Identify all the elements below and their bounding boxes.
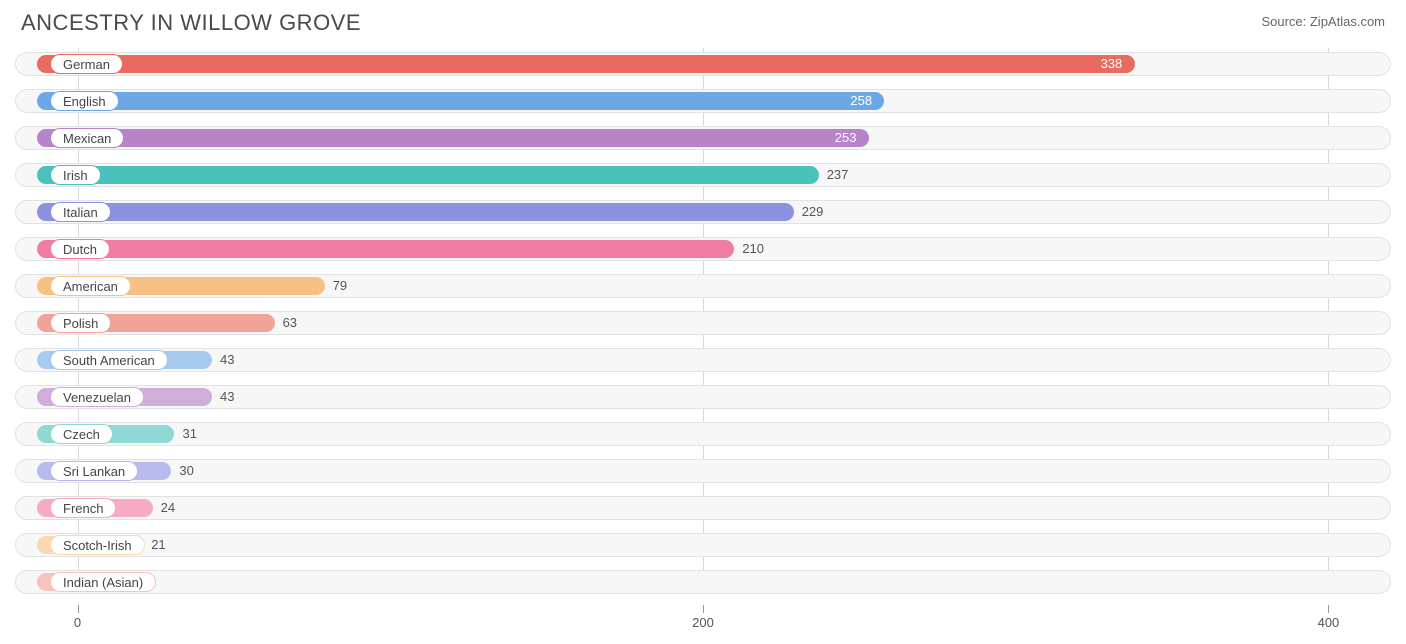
bar-label: Scotch-Irish xyxy=(50,535,145,555)
bar-value: 63 xyxy=(283,313,297,333)
bar-value: 31 xyxy=(182,424,196,444)
bar-track xyxy=(15,570,1391,594)
bar-value: 253 xyxy=(835,128,857,148)
bar-row: Czech 31 xyxy=(15,418,1391,450)
bar-label: American xyxy=(50,276,131,296)
bar-track xyxy=(15,422,1391,446)
x-tick xyxy=(78,605,79,613)
bar-fill xyxy=(37,203,794,221)
bar-value: 338 xyxy=(1101,54,1123,74)
bar-track xyxy=(15,533,1391,557)
bar-value: 210 xyxy=(742,239,764,259)
bar-row: Italian 229 xyxy=(15,196,1391,228)
x-tick-label: 0 xyxy=(74,615,81,630)
bar-fill xyxy=(37,166,819,184)
bar-label: English xyxy=(50,91,119,111)
chart-header: ANCESTRY IN WILLOW GROVE Source: ZipAtla… xyxy=(15,10,1391,36)
bar-track xyxy=(15,496,1391,520)
bar-fill xyxy=(37,92,884,110)
bar-value: 258 xyxy=(850,91,872,111)
bar-row: Irish 237 xyxy=(15,159,1391,191)
bar-value: 21 xyxy=(151,535,165,555)
bar-row: Dutch 210 xyxy=(15,233,1391,265)
bar-value: 237 xyxy=(827,165,849,185)
bar-value: 43 xyxy=(220,350,234,370)
x-axis: 0 200 400 xyxy=(15,605,1391,635)
ancestry-bar-chart: ANCESTRY IN WILLOW GROVE Source: ZipAtla… xyxy=(0,0,1406,644)
bar-label: German xyxy=(50,54,123,74)
bar-label: Polish xyxy=(50,313,111,333)
bar-value: 79 xyxy=(333,276,347,296)
bar-label: Dutch xyxy=(50,239,110,259)
bar-label: Italian xyxy=(50,202,111,222)
bar-row: South American 43 xyxy=(15,344,1391,376)
bar-row: French 24 xyxy=(15,492,1391,524)
x-tick-label: 400 xyxy=(1318,615,1340,630)
chart-title: ANCESTRY IN WILLOW GROVE xyxy=(21,10,361,36)
bar-label: French xyxy=(50,498,116,518)
bar-value: 30 xyxy=(179,461,193,481)
bar-row: Venezuelan 43 xyxy=(15,381,1391,413)
x-tick xyxy=(1328,605,1329,613)
x-tick xyxy=(703,605,704,613)
bar-label: Venezuelan xyxy=(50,387,144,407)
bar-row: American 79 xyxy=(15,270,1391,302)
chart-source: Source: ZipAtlas.com xyxy=(1261,14,1385,29)
plot-area: German 338 English 258 Mexican 253 Irish 237 Ita… xyxy=(15,48,1391,603)
bar-value: 24 xyxy=(161,498,175,518)
bar-label: Irish xyxy=(50,165,101,185)
bar-value: 43 xyxy=(220,387,234,407)
bar-row: English 258 xyxy=(15,85,1391,117)
bar-label: South American xyxy=(50,350,168,370)
bar-value: 229 xyxy=(802,202,824,222)
x-tick-label: 200 xyxy=(692,615,714,630)
bar-row: Mexican 253 xyxy=(15,122,1391,154)
bar-track xyxy=(15,459,1391,483)
bar-fill xyxy=(37,55,1135,73)
bar-row: German 338 xyxy=(15,48,1391,80)
bar-row: Polish 63 xyxy=(15,307,1391,339)
bar-label: Sri Lankan xyxy=(50,461,138,481)
bar-row: Scotch-Irish 21 xyxy=(15,529,1391,561)
bar-row: Sri Lankan 30 xyxy=(15,455,1391,487)
bar-label: Czech xyxy=(50,424,113,444)
bar-fill xyxy=(37,129,869,147)
bar-label: Indian (Asian) xyxy=(50,572,156,592)
bar-row: Indian (Asian)17 xyxy=(15,566,1391,598)
bar-fill xyxy=(37,240,734,258)
bar-label: Mexican xyxy=(50,128,124,148)
